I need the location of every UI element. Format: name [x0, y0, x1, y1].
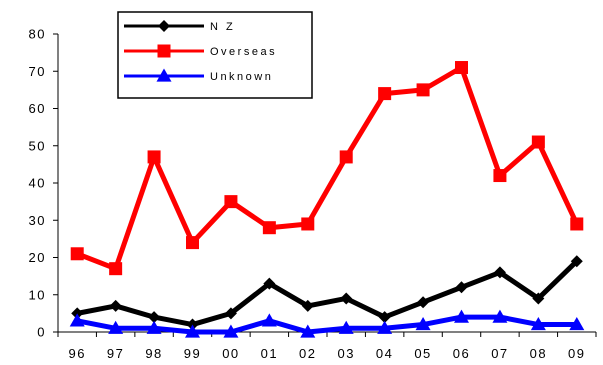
series-line — [76, 314, 577, 335]
data-point — [223, 324, 239, 338]
data-point — [340, 292, 353, 305]
data-point — [263, 277, 276, 290]
data-point — [570, 255, 583, 268]
x-tick-label: 07 — [491, 346, 508, 361]
data-point — [455, 61, 468, 75]
y-tick-label: 70 — [29, 64, 46, 79]
series-line — [76, 259, 579, 328]
x-tick-label: 05 — [414, 346, 431, 361]
data-point — [338, 320, 354, 334]
data-point — [261, 313, 277, 327]
x-axis: 96 97 98 99 00 01 02 03 04 05 06 07 08 09 — [57, 331, 597, 361]
data-point — [301, 299, 314, 312]
data-point — [493, 169, 507, 183]
y-axis: 0 10 20 30 40 50 60 70 80 — [29, 27, 59, 340]
legend-marker — [156, 68, 172, 82]
data-point — [262, 221, 276, 235]
data-point — [69, 313, 85, 327]
y-tick-label: 80 — [29, 27, 46, 42]
data-point — [455, 281, 468, 294]
x-tick-label: 98 — [145, 346, 162, 361]
y-tick-label: 0 — [37, 325, 46, 340]
data-point — [108, 320, 124, 334]
data-point — [492, 309, 508, 323]
data-point — [530, 317, 546, 331]
y-tick-label: 30 — [29, 213, 46, 228]
data-point — [454, 309, 469, 323]
data-point — [300, 324, 316, 338]
data-point — [109, 299, 122, 312]
data-point — [378, 87, 392, 101]
data-point — [70, 247, 84, 261]
y-tick-label: 60 — [29, 101, 46, 116]
data-point — [415, 317, 431, 331]
data-point — [532, 292, 545, 305]
data-point — [186, 236, 199, 250]
series-0 — [71, 255, 583, 331]
data-point — [185, 324, 200, 338]
data-point — [531, 135, 545, 149]
data-point — [224, 307, 237, 320]
data-point — [148, 311, 161, 324]
legend-label: Overseas — [210, 46, 277, 58]
x-tick-label: 04 — [376, 346, 393, 361]
data-point — [493, 266, 506, 279]
data-point — [147, 150, 161, 164]
x-tick-label: 06 — [453, 346, 470, 361]
data-point — [570, 217, 584, 231]
x-tick-label: 96 — [68, 346, 85, 361]
data-point — [146, 320, 162, 334]
legend: N Z Overseas Unknown — [117, 11, 313, 99]
legend-marker — [158, 20, 170, 32]
y-tick-label: 50 — [29, 138, 46, 153]
legend-marker — [157, 44, 171, 58]
x-tick-label: 02 — [299, 346, 316, 361]
legend-label: Unknown — [210, 71, 273, 83]
series-layer — [69, 61, 585, 338]
data-point — [569, 317, 585, 331]
data-point — [109, 262, 123, 276]
y-tick-label: 10 — [29, 287, 46, 302]
y-tick-label: 40 — [29, 176, 46, 191]
x-tick-label: 97 — [107, 346, 124, 361]
x-tick-label: 99 — [184, 346, 201, 361]
x-tick-label: 00 — [222, 346, 239, 361]
data-point — [378, 311, 391, 324]
x-tick-label: 03 — [337, 346, 354, 361]
x-tick-label: 08 — [530, 346, 547, 361]
series-1 — [70, 61, 584, 276]
legend-label: N Z — [210, 21, 235, 33]
data-point — [301, 217, 315, 231]
data-point — [377, 320, 393, 334]
data-point — [417, 296, 430, 309]
x-tick-label: 01 — [261, 346, 278, 361]
data-point — [224, 195, 238, 209]
series-line — [76, 65, 580, 272]
series-2 — [69, 309, 585, 338]
data-point — [339, 150, 353, 164]
y-tick-label: 20 — [29, 250, 46, 265]
data-point — [416, 83, 430, 97]
x-tick-label: 09 — [568, 346, 585, 361]
